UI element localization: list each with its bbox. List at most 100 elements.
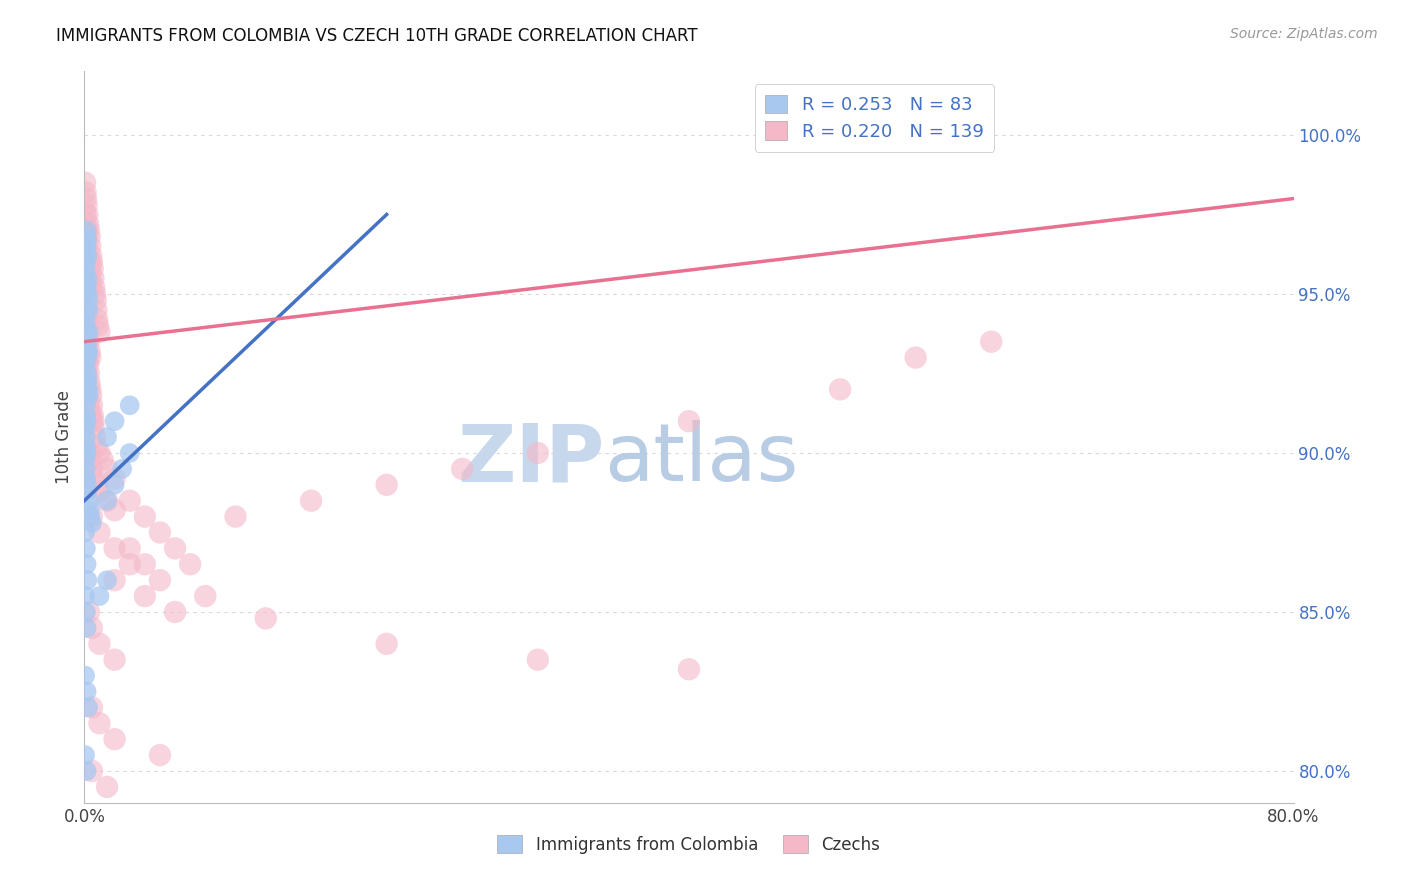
Point <box>75 229 97 244</box>
Point <box>80 249 103 263</box>
Point <box>76 684 98 698</box>
Point <box>77 493 100 508</box>
Point <box>75 668 97 682</box>
Point <box>76 351 98 365</box>
Point <box>76 344 98 359</box>
Point <box>76 344 98 359</box>
Point <box>79 383 101 397</box>
Point <box>149 573 172 587</box>
Point <box>75 245 97 260</box>
Point <box>75 376 97 390</box>
Point <box>82 261 104 276</box>
Point <box>75 302 97 317</box>
Point <box>80 462 103 476</box>
Point <box>80 516 103 530</box>
Point <box>80 389 103 403</box>
Point <box>75 325 97 339</box>
Point <box>80 255 103 269</box>
Point <box>83 280 105 294</box>
Point <box>76 446 98 460</box>
Point <box>149 525 172 540</box>
Point <box>79 271 101 285</box>
Point <box>76 383 98 397</box>
Point <box>75 239 97 253</box>
Point <box>75 589 97 603</box>
Point <box>79 452 101 467</box>
Point <box>79 408 101 422</box>
Point <box>89 325 111 339</box>
Point <box>80 700 103 714</box>
Point <box>375 477 398 491</box>
Point <box>79 351 101 365</box>
Point <box>104 573 127 587</box>
Point <box>76 223 98 237</box>
Point <box>451 462 474 476</box>
Point <box>75 420 97 434</box>
Point <box>77 367 100 381</box>
Point <box>77 249 100 263</box>
Point <box>76 373 98 387</box>
Point <box>82 408 104 422</box>
Point <box>79 509 101 524</box>
Point <box>75 408 97 422</box>
Text: atlas: atlas <box>605 420 799 498</box>
Point <box>76 312 98 326</box>
Point <box>79 261 101 276</box>
Point <box>84 430 107 444</box>
Point <box>76 334 98 349</box>
Text: ZIP: ZIP <box>457 420 605 498</box>
Point <box>75 471 97 485</box>
Point <box>77 293 100 308</box>
Point <box>75 525 97 540</box>
Point <box>86 312 108 326</box>
Point <box>75 271 97 285</box>
Point <box>118 446 141 460</box>
Point <box>89 484 111 499</box>
Point <box>86 477 108 491</box>
Point <box>77 255 100 269</box>
Point <box>82 471 104 485</box>
Point <box>80 398 103 412</box>
Point <box>75 383 97 397</box>
Point <box>75 389 97 403</box>
Point <box>76 351 98 365</box>
Point <box>194 589 217 603</box>
Point <box>80 509 103 524</box>
Point <box>89 446 111 460</box>
Point <box>76 573 98 587</box>
Point <box>75 185 97 199</box>
Point <box>96 462 118 476</box>
Text: Source: ZipAtlas.com: Source: ZipAtlas.com <box>1230 27 1378 41</box>
Point <box>75 446 97 460</box>
Point <box>980 334 1002 349</box>
Point <box>82 420 104 434</box>
Point <box>76 383 98 397</box>
Point <box>77 217 100 231</box>
Point <box>76 558 98 572</box>
Point <box>82 271 104 285</box>
Point <box>76 207 98 221</box>
Point <box>75 367 97 381</box>
Point <box>77 383 100 397</box>
Point <box>76 198 98 212</box>
Point <box>75 192 97 206</box>
Point <box>77 700 100 714</box>
Point <box>86 440 108 454</box>
Point <box>75 249 97 263</box>
Point <box>77 446 100 460</box>
Point <box>76 367 98 381</box>
Point <box>82 414 104 428</box>
Point <box>75 261 97 276</box>
Point <box>75 223 97 237</box>
Point <box>76 318 98 333</box>
Point <box>104 471 127 485</box>
Point <box>104 653 127 667</box>
Point <box>75 541 97 556</box>
Point <box>75 255 97 269</box>
Point <box>76 621 98 635</box>
Point <box>79 229 101 244</box>
Point <box>76 229 98 244</box>
Point <box>91 452 114 467</box>
Point <box>75 325 97 339</box>
Point <box>76 477 98 491</box>
